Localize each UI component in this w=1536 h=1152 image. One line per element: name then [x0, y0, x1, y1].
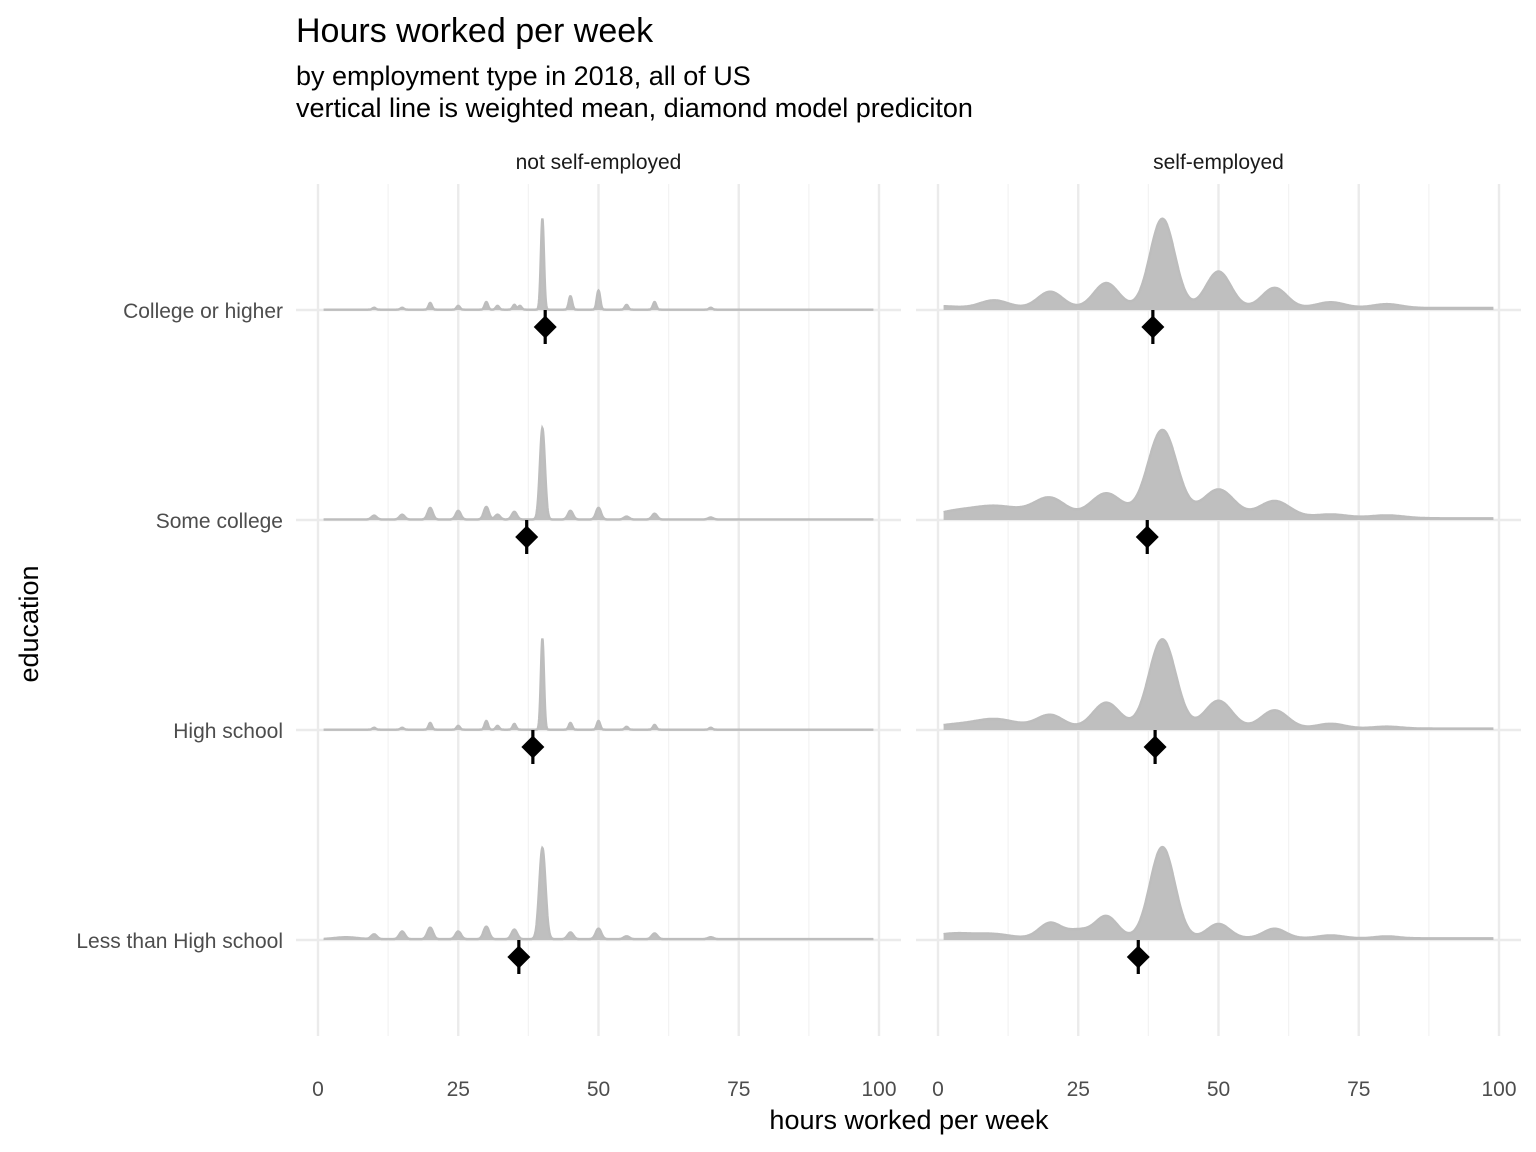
x-tick-label-self-employed: 0 [932, 1078, 944, 1101]
x-tick-label-not-self-employed: 100 [861, 1078, 896, 1101]
model-prediction-diamond-not-self-employed-high-school [521, 735, 545, 759]
density-ridge-self-employed-high-school [943, 639, 1494, 730]
facet-strip-not-self-employed: not self-employed [516, 151, 682, 174]
y-tick-label-high-school: High school [173, 720, 283, 743]
chart-subtitle-line-1: by employment type in 2018, all of US [296, 61, 751, 91]
x-tick-label-self-employed: 75 [1347, 1078, 1370, 1101]
y-axis-title: education [14, 565, 44, 682]
density-outline-not-self-employed-college-or-higher [323, 218, 874, 311]
x-tick-label-self-employed: 25 [1067, 1078, 1090, 1101]
x-tick-label-not-self-employed: 50 [587, 1078, 610, 1101]
x-tick-label-not-self-employed: 25 [447, 1078, 470, 1101]
density-outline-not-self-employed-high-school [323, 638, 874, 731]
density-ridge-self-employed-some-college [943, 429, 1494, 520]
density-outline-self-employed-high-school [943, 638, 1494, 730]
model-prediction-diamond-self-employed-some-college [1135, 525, 1159, 549]
model-prediction-diamond-self-employed-high-school [1143, 735, 1167, 759]
chart-title: Hours worked per week [296, 12, 654, 50]
y-tick-label-less-than-high-school: Less than High school [76, 930, 283, 953]
x-axis-title: hours worked per week [769, 1105, 1049, 1135]
y-tick-label-some-college: Some college [156, 510, 283, 533]
density-outline-self-employed-some-college [943, 428, 1494, 520]
x-tick-label-self-employed: 50 [1207, 1078, 1230, 1101]
density-outline-self-employed-college-or-higher [943, 217, 1494, 310]
model-prediction-diamond-not-self-employed-college-or-higher [533, 315, 557, 339]
model-prediction-diamond-not-self-employed-less-than-high-school [507, 945, 531, 969]
plot-area: not self-employed 0 25 50 75 100 self-employed… [76, 151, 1521, 1101]
x-tick-label-not-self-employed: 0 [312, 1078, 324, 1101]
y-tick-label-college-or-higher: College or higher [123, 300, 283, 323]
x-tick-label-not-self-employed: 75 [727, 1078, 750, 1101]
density-outline-not-self-employed-some-college [323, 424, 874, 521]
density-outline-self-employed-less-than-high-school [943, 845, 1494, 940]
model-prediction-diamond-self-employed-less-than-high-school [1126, 945, 1150, 969]
x-tick-label-self-employed: 100 [1481, 1078, 1516, 1101]
model-prediction-diamond-self-employed-college-or-higher [1141, 315, 1165, 339]
facet-strip-self-employed: self-employed [1153, 151, 1284, 174]
density-outline-not-self-employed-less-than-high-school [323, 845, 874, 941]
model-prediction-diamond-not-self-employed-some-college [515, 525, 539, 549]
chart-subtitle-line-2: vertical line is weighted mean, diamond … [296, 93, 973, 123]
